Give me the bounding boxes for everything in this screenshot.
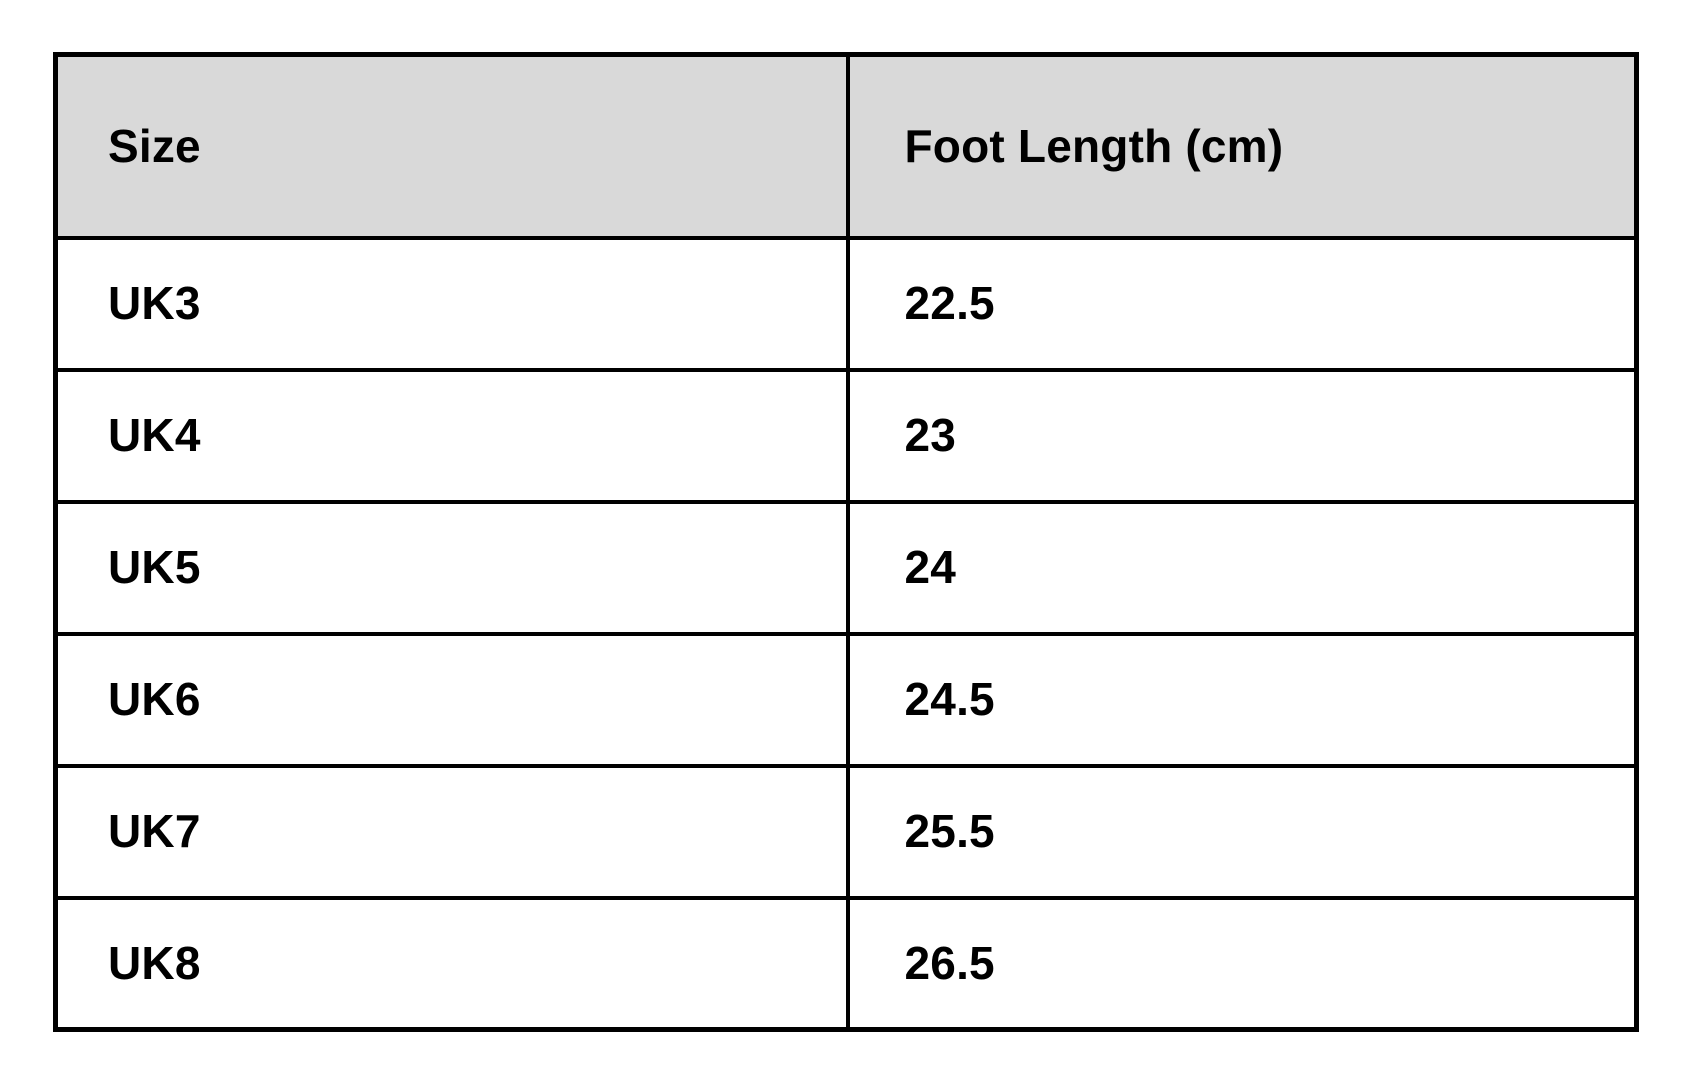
table-row: UK4 23 (53, 367, 1639, 504)
cell-size: UK3 (53, 235, 850, 372)
table-body: UK3 22.5 UK4 23 UK5 24 UK6 24.5 UK7 25.5… (53, 235, 1639, 1032)
cell-size: UK7 (53, 763, 850, 900)
cell-foot-length: 26.5 (845, 895, 1639, 1032)
table-row: UK5 24 (53, 499, 1639, 636)
cell-size: UK8 (53, 895, 850, 1032)
table-row: UK3 22.5 (53, 235, 1639, 372)
cell-foot-length: 25.5 (845, 763, 1639, 900)
column-header-size: Size (53, 52, 850, 240)
table-row: UK6 24.5 (53, 631, 1639, 768)
cell-foot-length: 24.5 (845, 631, 1639, 768)
table-row: UK7 25.5 (53, 763, 1639, 900)
table-header: Size Foot Length (cm) (53, 52, 1639, 240)
cell-foot-length: 23 (845, 367, 1639, 504)
cell-foot-length: 24 (845, 499, 1639, 636)
cell-foot-length: 22.5 (845, 235, 1639, 372)
column-header-foot-length: Foot Length (cm) (845, 52, 1639, 240)
table-row: UK8 26.5 (53, 895, 1639, 1032)
cell-size: UK6 (53, 631, 850, 768)
cell-size: UK4 (53, 367, 850, 504)
cell-size: UK5 (53, 499, 850, 636)
table-header-row: Size Foot Length (cm) (53, 52, 1639, 240)
shoe-size-chart-table: Size Foot Length (cm) UK3 22.5 UK4 23 UK… (53, 52, 1639, 1032)
